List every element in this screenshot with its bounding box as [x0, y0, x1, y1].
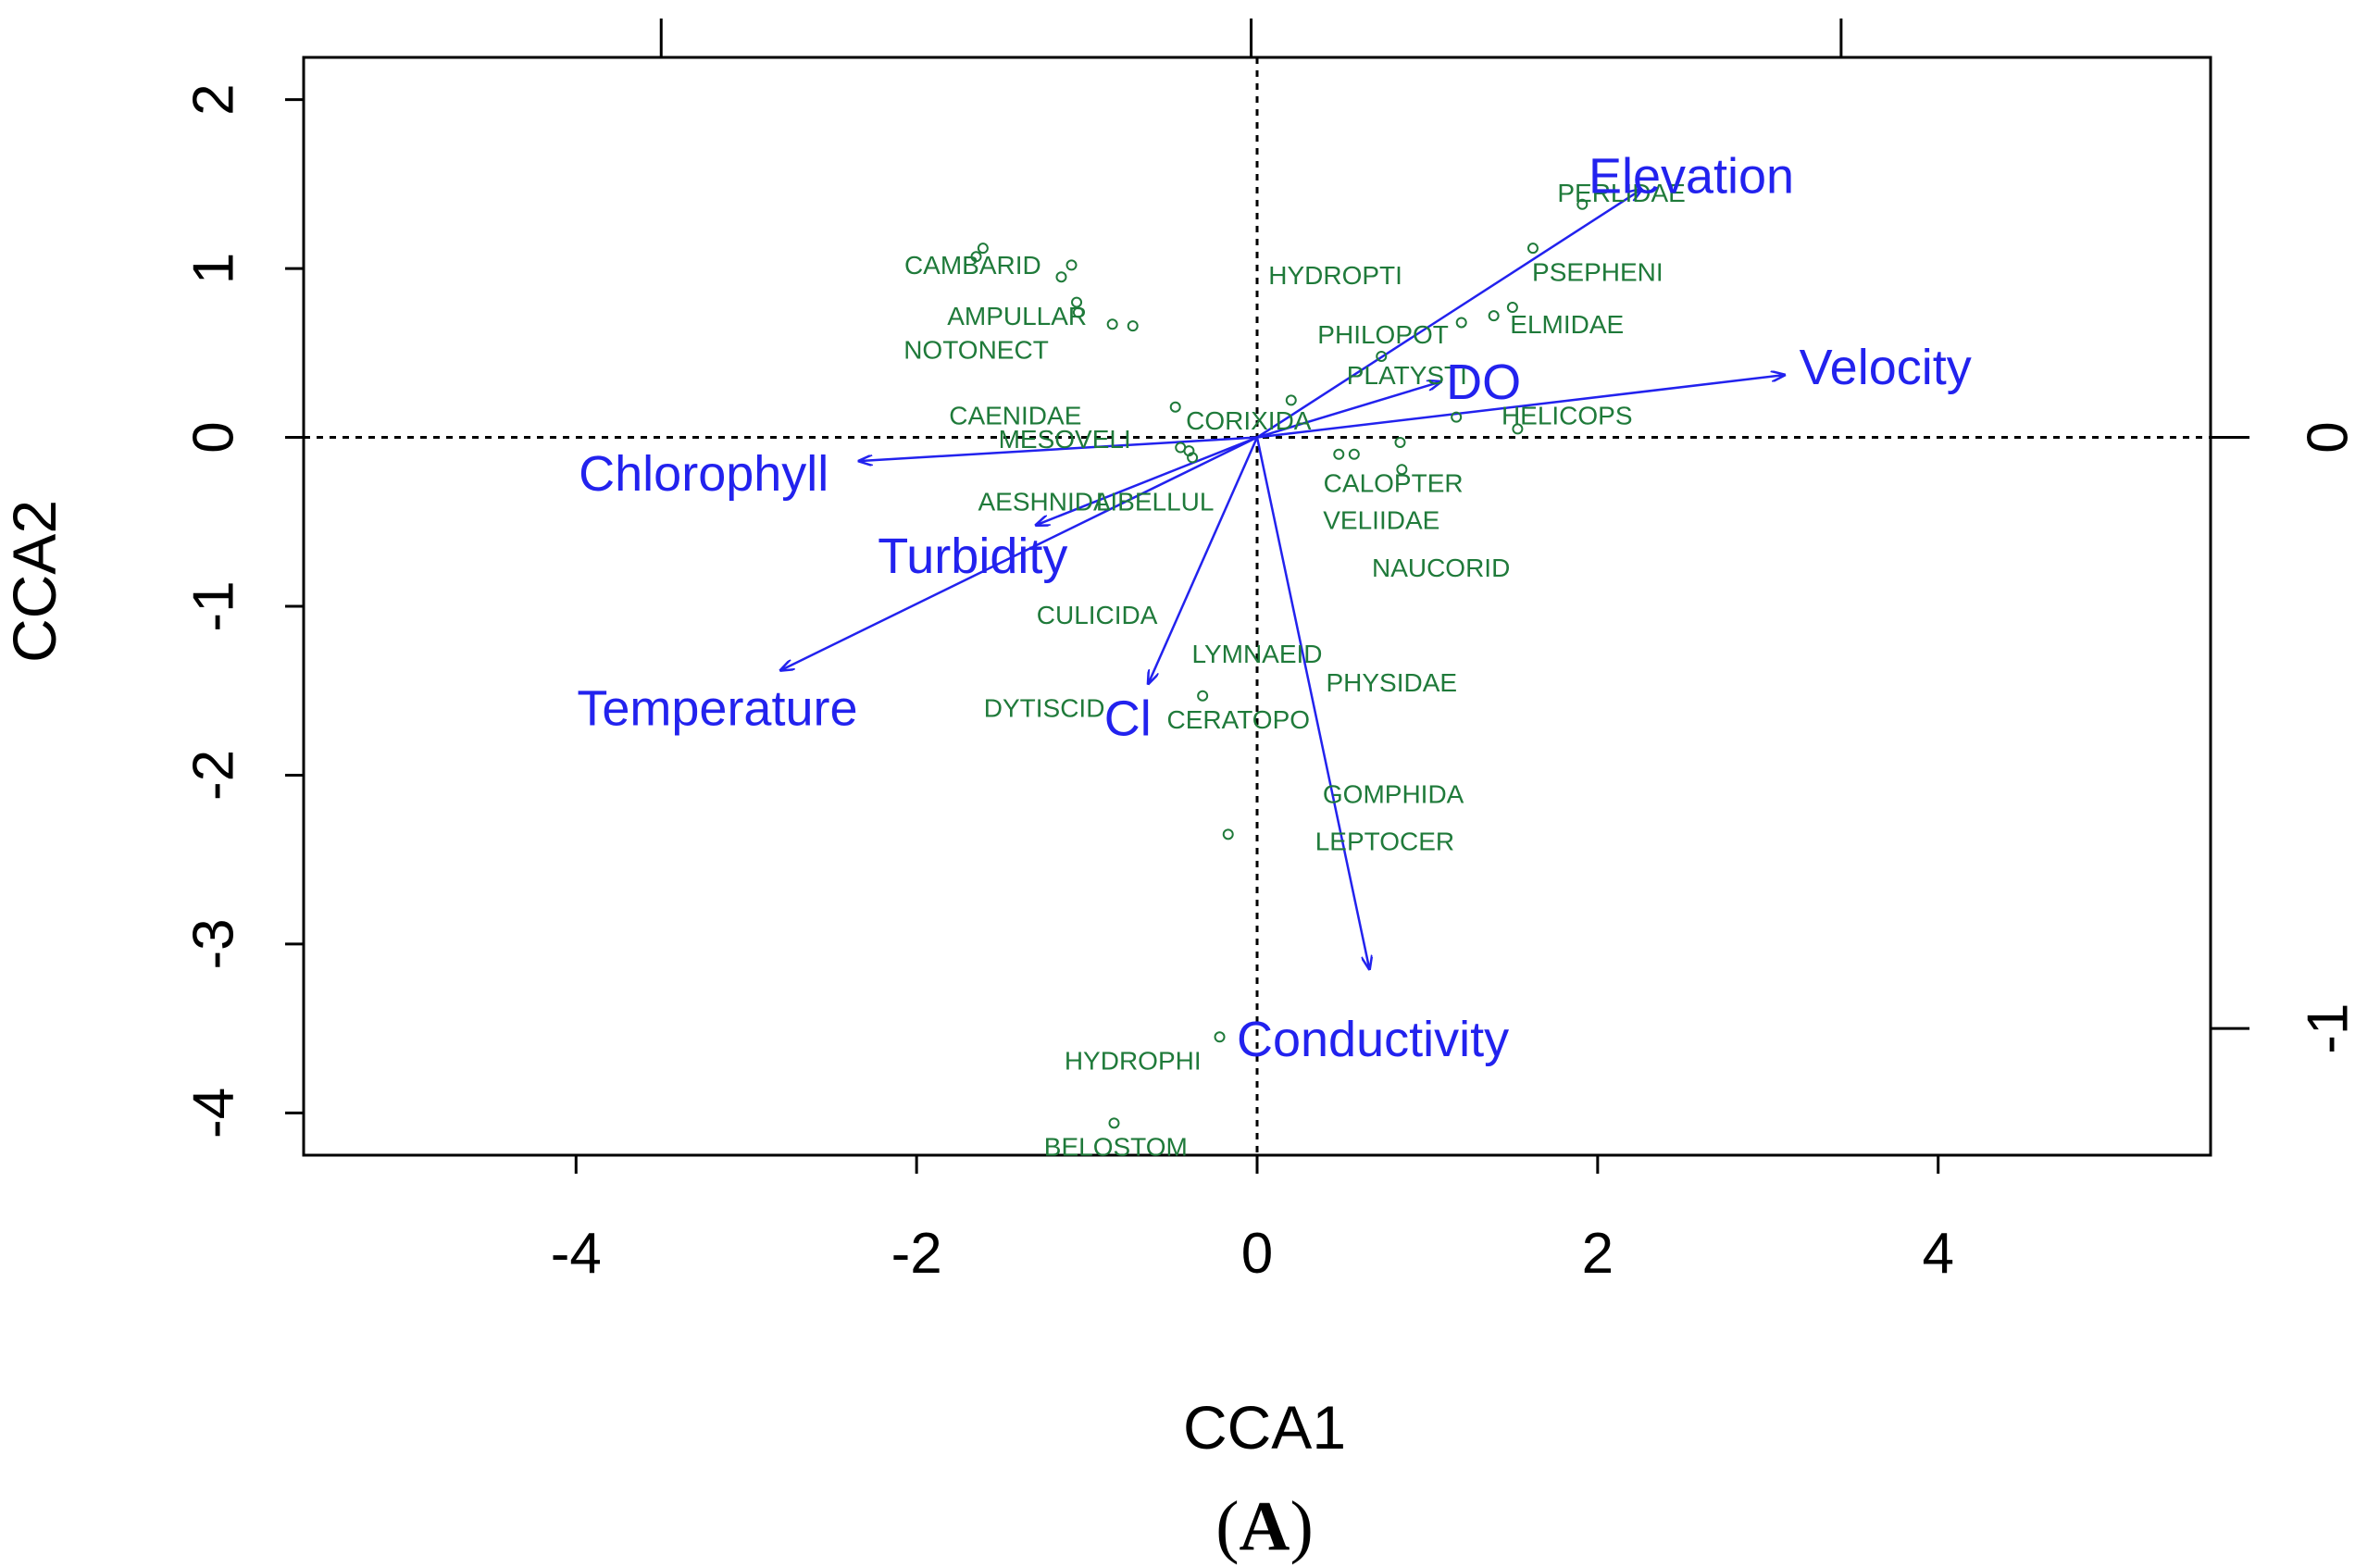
species-point	[1128, 321, 1138, 330]
vector-label-conductivity: Conductivity	[1237, 1012, 1509, 1067]
species-point	[1528, 243, 1538, 253]
species-label: VELIIDAE	[1323, 506, 1439, 535]
vector-label-velocity: Velocity	[1800, 340, 1972, 395]
figure-caption: (A)	[1215, 1487, 1314, 1565]
species-label: PSEPHENI	[1532, 258, 1663, 287]
species-point	[1176, 442, 1185, 452]
species-label: DYTISCID	[984, 693, 1105, 722]
species-label: LEPTOCER	[1315, 827, 1454, 855]
x-tick-label: -4	[551, 1222, 602, 1286]
species-label: HELICOPS	[1501, 402, 1633, 430]
y-tick-label: -3	[182, 918, 246, 969]
caption-letter: A	[1240, 1487, 1290, 1565]
vector-label-chlorophyll: Chlorophyll	[579, 446, 829, 502]
species-point	[1108, 319, 1117, 329]
species-label: GOMPHIDA	[1323, 779, 1464, 808]
caption-open: (	[1215, 1487, 1239, 1565]
species-label: BELOSTOM	[1044, 1133, 1188, 1162]
species-label: CORIXIDA	[1186, 406, 1312, 435]
cca-biplot: -4 -2 0 2 4 -4 -3 -2 -1 0 1 2 0 -1 CAMBARID AMPULLAR NO…	[0, 0, 2355, 1568]
y-tick-label: 2	[182, 83, 246, 115]
y-tick-label: -4	[182, 1088, 246, 1139]
species-point	[1198, 691, 1207, 701]
species-label: AMPULLAR	[947, 302, 1087, 330]
species-label: NAUCORID	[1372, 554, 1510, 582]
species-label: CULICIDA	[1037, 601, 1158, 629]
y-axis-title: CCA2	[0, 500, 69, 663]
x-tick-label: 0	[1241, 1222, 1273, 1286]
species-label: ELMIDAE	[1510, 310, 1624, 339]
vector-label-temperature: Temperature	[577, 680, 857, 736]
species-point	[1215, 1032, 1225, 1041]
x-tick-label: 2	[1582, 1222, 1614, 1286]
y-tick-label: -1	[182, 580, 246, 631]
species-label: CERATOPO	[1166, 705, 1310, 734]
species-label: CAMBARID	[904, 251, 1041, 280]
species-point	[1457, 317, 1466, 327]
species-point	[1396, 438, 1405, 447]
species-point	[1171, 403, 1180, 412]
species-point	[1067, 260, 1077, 269]
species-label: AESHNIDA	[978, 488, 1111, 516]
species-label: HYDROPHI	[1065, 1047, 1202, 1076]
species-label: PHYSIDAE	[1326, 668, 1457, 697]
x-axis-title: CCA1	[1183, 1393, 1346, 1462]
species-point	[1224, 829, 1233, 839]
species-point	[1110, 1118, 1119, 1127]
y-tick-label: 0	[182, 421, 246, 453]
species-label: NOTONECT	[903, 335, 1049, 364]
right-tick-label: 0	[2297, 421, 2355, 453]
caption-close: )	[1290, 1487, 1313, 1565]
y-tick-label: 1	[182, 253, 246, 284]
species-label: PHILOPOT	[1317, 320, 1449, 349]
species-label: MESOVELI	[999, 425, 1131, 454]
species-label: HYDROPTI	[1268, 261, 1402, 290]
species-point	[1056, 272, 1065, 281]
right-tick-label: -1	[2297, 1003, 2355, 1054]
species-label: LIBELLUL	[1096, 488, 1215, 516]
vector-label-cl: Cl	[1104, 691, 1152, 746]
species-point	[1334, 450, 1343, 459]
species-point	[1350, 450, 1359, 459]
x-tick-label: 4	[1922, 1222, 1953, 1286]
species-point	[1287, 395, 1296, 404]
y-tick-label: -2	[182, 750, 246, 801]
species-point	[1489, 311, 1499, 320]
vector-label-turbidity: Turbidity	[878, 529, 1067, 584]
species-label: LYMNAEID	[1191, 640, 1322, 668]
vector-label-do: DO	[1446, 355, 1521, 410]
vector-label-elevation: Elevation	[1589, 149, 1794, 205]
species-label: CALOPTER	[1324, 469, 1464, 498]
x-tick-label: -2	[891, 1222, 942, 1286]
